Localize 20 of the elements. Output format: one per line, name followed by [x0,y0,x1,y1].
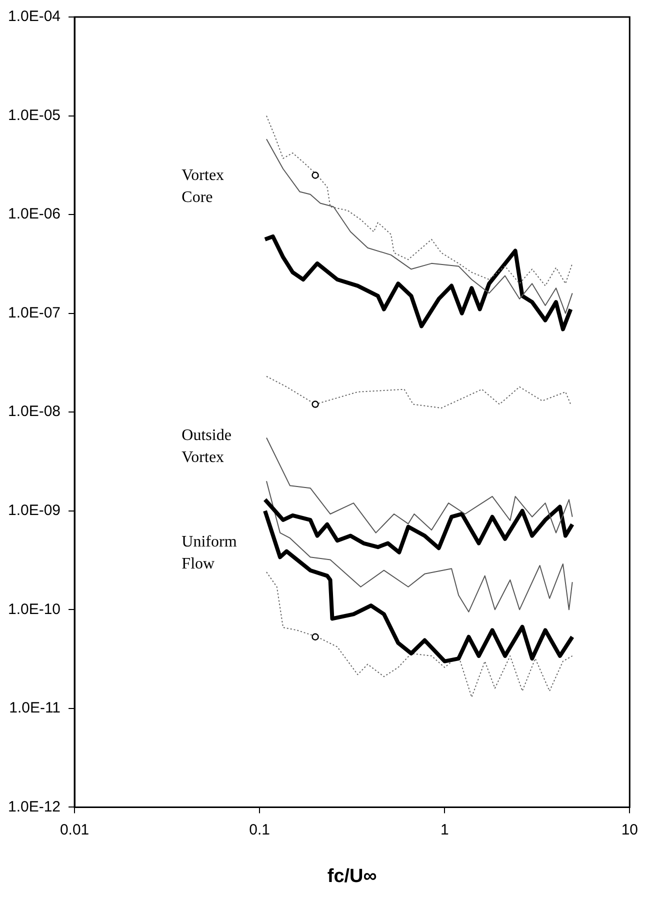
x-tick-label: 10 [621,821,638,838]
y-tick-label: 1.0E-12 [8,798,61,816]
y-tick-label: 1.0E-04 [8,8,61,26]
y-tick-label: 1.0E-11 [9,700,61,717]
y-tick-label: 1.0E-08 [8,403,61,420]
y-tick-label: 1.0E-06 [8,206,61,223]
x-axis-title: fc/U∞ [327,866,377,887]
point [312,633,319,640]
y-tick-label: 1.0E-09 [8,502,61,520]
annotation: Uniform Flow [182,534,238,573]
annotation: Vortex Core [182,167,224,206]
x-tick-label: 0.1 [249,821,270,838]
point [312,400,319,408]
x-tick-label: 1 [440,821,449,838]
point [312,172,319,179]
y-tick-label: 1.0E-05 [8,106,61,124]
y-tick-label: 1.0E-07 [8,304,61,322]
y-tick-label: 1.0E-10 [8,600,61,618]
annotation: Outside Vortex [182,427,232,466]
x-tick-label: 0.01 [60,821,90,838]
